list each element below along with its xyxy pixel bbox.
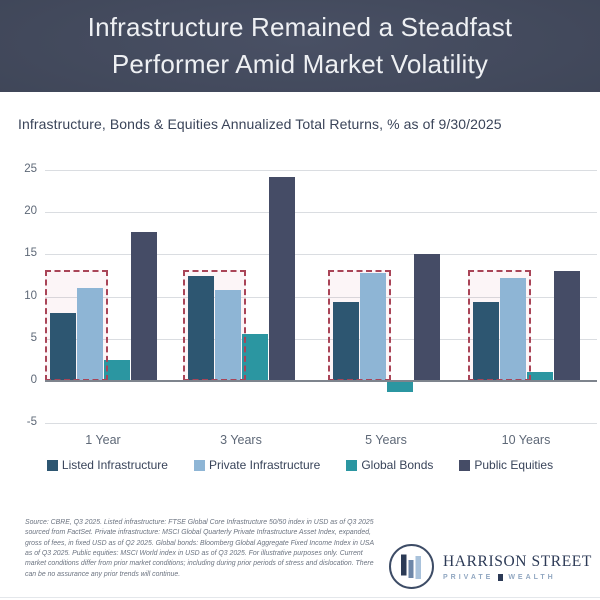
logo-name: HARRISON STREET bbox=[443, 552, 592, 570]
gridline-25 bbox=[45, 170, 597, 171]
gridline-0 bbox=[45, 379, 597, 382]
legend-swatch-public-equities bbox=[459, 459, 471, 471]
bar-chart-plot-area: 25 20 15 10 5 0 -5 1 Year 3 Years 5 Years 10 Years bbox=[24, 163, 597, 447]
gridline-20 bbox=[45, 212, 597, 214]
bar-listed-infrastructure-1-year bbox=[49, 313, 76, 381]
y-tick-label-25: 25 bbox=[24, 163, 37, 175]
page-title: Infrastructure Remained a Steadfast Perf… bbox=[87, 12, 513, 79]
highlight-box-5-years bbox=[327, 269, 391, 381]
bar-public-equities-5-years bbox=[413, 254, 440, 381]
chart-legend: Listed Infrastructure Private Infrastruct… bbox=[0, 458, 600, 472]
title-banner: Infrastructure Remained a Steadfast Perf… bbox=[0, 0, 600, 92]
chart-subtitle: Infrastructure, Bonds & Equities Annuali… bbox=[18, 116, 502, 132]
logo-tagline-private: PRIVATE bbox=[443, 573, 494, 581]
x-tick-label-3-years: 3 Years bbox=[220, 433, 262, 447]
gridline-10 bbox=[45, 296, 597, 298]
highlight-box-1-year bbox=[44, 269, 108, 381]
bar-listed-infrastructure-10-years bbox=[472, 301, 499, 381]
legend-label-private-infrastructure: Private Infrastructure bbox=[208, 458, 321, 472]
bar-global-bonds-1-year bbox=[103, 359, 130, 381]
legend-item-listed-infrastructure: Listed Infrastructure bbox=[46, 458, 168, 472]
logo-tagline: PRIVATE WEALTH bbox=[443, 573, 592, 581]
gridline-5 bbox=[45, 338, 597, 340]
logo-building-glyph bbox=[498, 573, 504, 581]
highlight-box-3-years bbox=[182, 269, 246, 381]
bar-global-bonds-5-years bbox=[386, 380, 413, 392]
legend-item-public-equities: Public Equities bbox=[459, 458, 553, 472]
x-tick-label-10-years: 10 Years bbox=[501, 433, 551, 447]
bar-public-equities-3-years bbox=[268, 176, 295, 381]
bar-public-equities-1-year bbox=[130, 232, 157, 381]
legend-swatch-listed-infrastructure bbox=[46, 459, 58, 471]
y-tick-label-20: 20 bbox=[24, 205, 37, 218]
bar-listed-infrastructure-5-years bbox=[332, 301, 359, 381]
legend-item-private-infrastructure: Private Infrastructure bbox=[193, 458, 321, 472]
logo-tagline-wealth: WEALTH bbox=[508, 573, 556, 581]
bar-public-equities-10-years bbox=[553, 271, 580, 381]
legend-item-global-bonds: Global Bonds bbox=[346, 458, 433, 472]
source-disclaimer-text: Source: CBRE, Q3 2025. Listed infrastruc… bbox=[25, 519, 374, 578]
bar-listed-infrastructure-3-years bbox=[187, 276, 214, 381]
bar-private-infrastructure-1-year bbox=[76, 288, 103, 381]
y-tick-label-10: 10 bbox=[24, 289, 37, 302]
legend-label-public-equities: Public Equities bbox=[474, 458, 554, 472]
bar-private-infrastructure-10-years bbox=[499, 277, 526, 381]
logo-text: HARRISON STREET PRIVATE WEALTH bbox=[443, 553, 592, 581]
y-tick-label--5: -5 bbox=[26, 416, 37, 428]
y-tick-label-0: 0 bbox=[30, 373, 37, 386]
x-tick-label-1-year: 1 Year bbox=[85, 433, 121, 447]
bar-global-bonds-3-years bbox=[241, 334, 268, 381]
legend-label-listed-infrastructure: Listed Infrastructure bbox=[61, 458, 168, 472]
y-tick-label-15: 15 bbox=[24, 247, 37, 260]
legend-label-global-bonds: Global Bonds bbox=[361, 458, 434, 472]
logo-buildings-icon bbox=[389, 544, 434, 589]
harrison-street-logo: HARRISON STREET PRIVATE WEALTH bbox=[388, 543, 592, 590]
legend-swatch-private-infrastructure bbox=[193, 459, 205, 471]
highlight-box-10-years bbox=[467, 269, 531, 381]
bar-private-infrastructure-5-years bbox=[359, 272, 386, 381]
bottom-divider bbox=[0, 597, 600, 598]
gridline-15 bbox=[45, 254, 597, 256]
y-tick-label-5: 5 bbox=[30, 331, 37, 344]
bar-global-bonds-10-years bbox=[526, 372, 553, 381]
bar-private-infrastructure-3-years bbox=[214, 289, 241, 381]
legend-swatch-global-bonds bbox=[346, 459, 358, 471]
x-tick-label-5-years: 5 Years bbox=[365, 433, 407, 447]
gridline--5 bbox=[45, 423, 597, 424]
